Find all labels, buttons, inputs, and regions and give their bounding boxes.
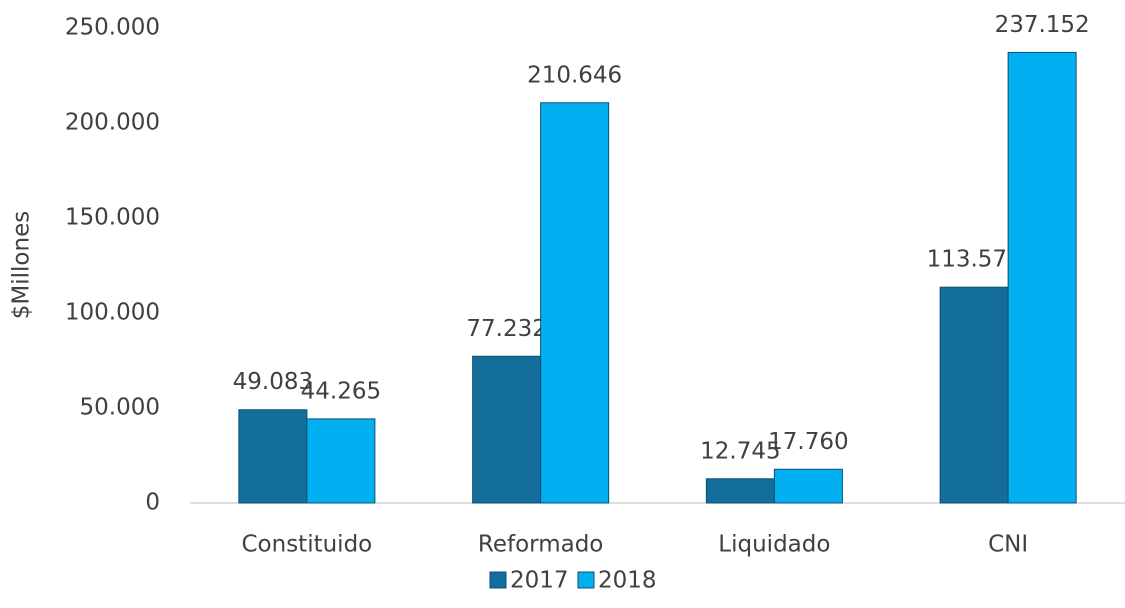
value-label: 210.646 [527, 62, 622, 88]
bar [306, 418, 376, 504]
y-tick-label: 200.000 [65, 110, 160, 136]
bar [472, 355, 542, 504]
bar [1007, 51, 1077, 504]
y-tick-label: 100.000 [65, 300, 160, 326]
bar [238, 409, 308, 504]
bar [705, 478, 775, 504]
value-label: 17.760 [768, 429, 848, 455]
y-tick-label: 250.000 [65, 15, 160, 41]
bar [939, 286, 1009, 504]
x-tick-label: CNI [988, 532, 1028, 558]
value-label: 77.232 [466, 316, 546, 342]
legend-label: 2018 [598, 568, 657, 594]
value-label: 12.745 [700, 438, 780, 464]
y-tick-label: 150.000 [65, 205, 160, 231]
value-label: 49.083 [233, 369, 313, 395]
y-axis-label: $Millones [9, 211, 35, 319]
value-label: 237.152 [995, 12, 1090, 38]
x-tick-label: Liquidado [718, 532, 830, 558]
x-tick-label: Constituido [241, 532, 372, 558]
legend-label: 2017 [510, 568, 569, 594]
y-tick-label: 50.000 [80, 395, 160, 421]
bar [540, 102, 610, 504]
x-tick-label: Reformado [478, 532, 604, 558]
bar [773, 468, 843, 504]
legend-swatch [489, 571, 507, 589]
value-label: 113.570 [927, 247, 1022, 273]
y-tick-label: 0 [145, 490, 160, 516]
legend-swatch [577, 571, 595, 589]
value-label: 44.265 [301, 378, 381, 404]
